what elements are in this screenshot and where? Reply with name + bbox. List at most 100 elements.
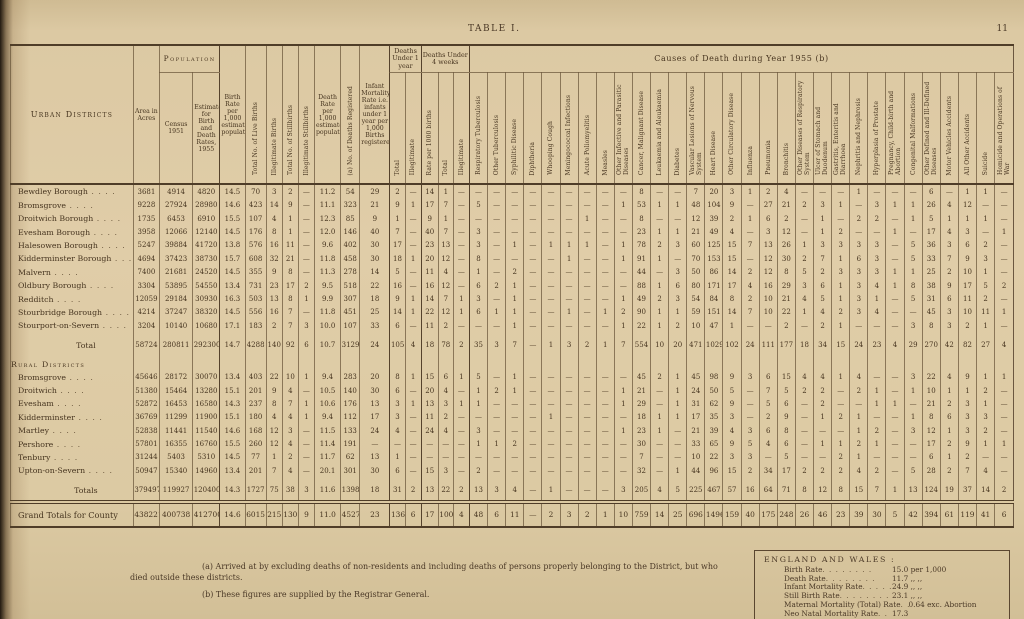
- value-cell: 17: [921, 225, 941, 239]
- value-cell: 503: [244, 292, 267, 306]
- value-cell: 6: [404, 499, 422, 527]
- value-cell: 15: [420, 370, 439, 384]
- value-cell: 14: [722, 265, 742, 279]
- value-cell: 576: [244, 238, 267, 253]
- value-cell: 10.7: [313, 332, 341, 355]
- value-cell: 8: [468, 252, 488, 266]
- value-cell: 1: [389, 450, 406, 465]
- value-cell: 2: [831, 450, 850, 465]
- value-cell: 75: [265, 477, 283, 502]
- value-cell: 2: [994, 477, 1014, 502]
- value-cell: 15340: [158, 464, 193, 478]
- value-cell: 45: [631, 370, 651, 384]
- empty-cell: [487, 354, 506, 371]
- value-cell: 11441: [158, 424, 193, 438]
- value-cell: 3: [389, 397, 406, 411]
- value-cell: 696: [686, 499, 705, 527]
- value-cell: 4: [849, 370, 868, 384]
- value-cell: 14: [976, 477, 995, 502]
- empty-cell: [885, 354, 905, 371]
- value-cell: —: [297, 212, 315, 226]
- value-cell: 2: [867, 464, 886, 478]
- value-cell: —: [794, 184, 814, 199]
- empty-cell: [313, 354, 341, 371]
- value-cell: 412700: [192, 499, 220, 527]
- value-cell: 48: [468, 499, 488, 527]
- value-cell: —: [452, 238, 470, 253]
- value-cell: 11.8: [313, 305, 341, 320]
- value-cell: 30: [359, 238, 390, 253]
- col-header-diphtheria: Diphtheria: [523, 72, 542, 185]
- value-cell: —: [994, 319, 1014, 333]
- deaths-under-4-weeks-group-header: Deaths Under 4 weeks: [420, 45, 470, 74]
- value-cell: —: [523, 383, 542, 398]
- value-cell: —: [650, 184, 669, 199]
- col-header-homicide-and-operations-of-war: Homicide and Operations of War: [994, 72, 1014, 185]
- value-cell: 1: [650, 278, 669, 293]
- value-cell: 1: [297, 410, 315, 425]
- value-cell: —: [867, 450, 886, 465]
- value-cell: 119927: [158, 477, 193, 502]
- value-cell: 21: [359, 198, 390, 212]
- value-cell: 39: [704, 212, 723, 226]
- value-cell: 402: [340, 238, 360, 253]
- value-cell: 3: [297, 477, 315, 502]
- col-header-total: Total: [437, 72, 454, 185]
- value-cell: 270: [921, 332, 941, 355]
- value-cell: 20.1: [313, 464, 341, 478]
- value-cell: —: [794, 319, 814, 333]
- value-cell: 260: [244, 437, 267, 451]
- value-cell: 1: [404, 397, 422, 411]
- value-cell: —: [794, 397, 814, 411]
- value-cell: —: [404, 383, 422, 398]
- value-cell: 2: [722, 212, 742, 226]
- value-cell: 1: [452, 305, 470, 320]
- value-cell: —: [650, 464, 669, 478]
- value-cell: 4214: [132, 305, 160, 320]
- value-cell: —: [523, 305, 542, 320]
- value-cell: 4: [813, 370, 832, 384]
- value-cell: 183: [244, 319, 267, 333]
- value-cell: 7: [957, 464, 977, 478]
- value-cell: 104: [704, 198, 723, 212]
- value-cell: 1: [265, 450, 283, 465]
- value-cell: 3: [559, 332, 579, 355]
- district-label: Stourbridge Borough: [10, 305, 134, 320]
- value-cell: 18: [420, 332, 439, 355]
- value-cell: 13280: [192, 383, 220, 398]
- value-cell: 1: [668, 464, 687, 478]
- value-cell: 130: [281, 499, 299, 527]
- value-cell: 14: [420, 184, 439, 199]
- value-cell: 13.4: [219, 278, 246, 293]
- value-cell: —: [559, 184, 579, 199]
- value-cell: —: [523, 499, 542, 527]
- value-cell: 15.1: [219, 383, 246, 398]
- stat-label: Maternal Mortality (Total) Rate: [784, 599, 901, 609]
- value-cell: 23: [631, 424, 651, 438]
- value-cell: 22: [437, 477, 454, 502]
- value-cell: 4: [281, 410, 299, 425]
- value-cell: —: [505, 252, 524, 266]
- value-cell: 5: [903, 238, 923, 253]
- value-cell: 12: [758, 252, 778, 266]
- value-cell: 1: [831, 292, 850, 306]
- value-cell: 2: [281, 450, 299, 465]
- value-cell: 53895: [158, 278, 193, 293]
- value-cell: 355: [244, 265, 267, 279]
- rotated-column-label: Total: [442, 159, 450, 176]
- value-cell: 7: [758, 383, 778, 398]
- value-cell: —: [867, 370, 886, 384]
- empty-cell: [831, 354, 850, 371]
- value-cell: 107: [340, 319, 360, 333]
- value-cell: 3: [668, 238, 687, 253]
- value-cell: —: [487, 397, 506, 411]
- value-cell: 3: [740, 450, 760, 465]
- stat-value: 24.9 ,, ,,: [892, 582, 923, 592]
- value-cell: 9.4: [313, 370, 341, 384]
- value-cell: —: [487, 212, 506, 226]
- value-cell: 5: [776, 450, 796, 465]
- col-header-total-no-of-live-births: Total No. of Live Births: [244, 45, 267, 185]
- value-cell: 39884: [158, 238, 193, 253]
- value-cell: —: [404, 424, 422, 438]
- district-label: Kidderminster: [10, 410, 134, 425]
